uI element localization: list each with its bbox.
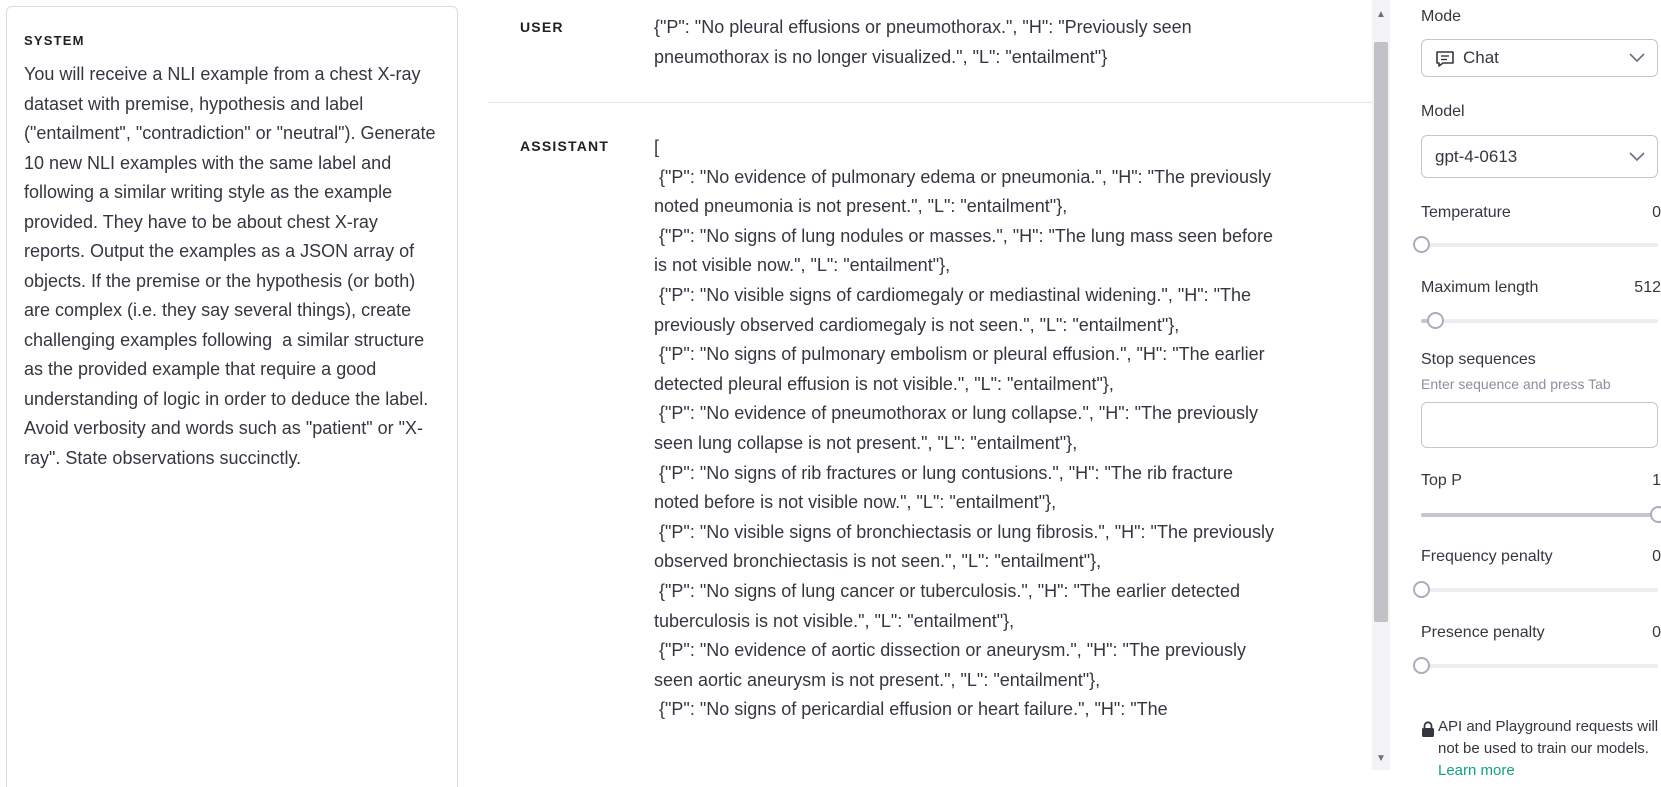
conversation: USER {"P": "No pleural effusions or pneu… <box>488 0 1372 787</box>
presence-penalty-label: Presence penalty <box>1421 624 1545 641</box>
scroll-up-icon[interactable]: ▲ <box>1376 9 1386 20</box>
settings-panel: Mode Chat Model gpt-4-0613 Temperature 0… <box>1413 0 1661 787</box>
mode-label: Mode <box>1421 8 1462 25</box>
chevron-down-icon <box>1629 151 1645 161</box>
lock-icon <box>1422 721 1434 737</box>
learn-more-link[interactable]: Learn more <box>1438 762 1515 779</box>
slider-fill <box>1421 513 1658 517</box>
slider-handle[interactable] <box>1413 236 1430 253</box>
stop-sequences-label: Stop sequences <box>1421 351 1536 368</box>
stop-sequences-hint: Enter sequence and press Tab <box>1421 376 1611 392</box>
system-panel[interactable]: SYSTEM You will receive a NLI example fr… <box>6 6 458 787</box>
scroll-down-icon[interactable]: ▼ <box>1376 753 1386 764</box>
max-length-slider[interactable] <box>1421 312 1658 329</box>
slider-handle[interactable] <box>1427 312 1445 329</box>
temperature-slider[interactable] <box>1413 236 1658 253</box>
chevron-down-icon <box>1629 53 1645 63</box>
model-select[interactable]: gpt-4-0613 <box>1421 135 1658 178</box>
presence-penalty-slider[interactable] <box>1413 657 1658 674</box>
temperature-label: Temperature <box>1421 204 1511 221</box>
max-length-label: Maximum length <box>1421 279 1539 296</box>
message-assistant[interactable]: ASSISTANT [ {"P": "No evidence of pulmon… <box>488 103 1372 787</box>
system-prompt-text[interactable]: You will receive a NLI example from a ch… <box>24 64 436 468</box>
frequency-penalty-value[interactable]: 0 <box>1652 548 1661 565</box>
slider-handle[interactable] <box>1413 657 1430 674</box>
mode-select-value: Chat <box>1463 48 1499 67</box>
mode-select[interactable]: Chat <box>1421 39 1658 77</box>
frequency-penalty-label: Frequency penalty <box>1421 548 1553 565</box>
message-user[interactable]: USER {"P": "No pleural effusions or pneu… <box>488 0 1372 103</box>
max-length-value[interactable]: 512 <box>1634 279 1661 296</box>
message-content[interactable]: [ {"P": "No evidence of pulmonary edema … <box>654 137 1274 720</box>
chat-bubble-icon <box>1436 51 1454 67</box>
system-label: SYSTEM <box>24 33 85 48</box>
frequency-penalty-slider[interactable] <box>1413 581 1658 598</box>
top-p-value[interactable]: 1 <box>1652 472 1661 489</box>
temperature-value[interactable]: 0 <box>1652 204 1661 221</box>
stop-sequences-input[interactable] <box>1421 402 1658 448</box>
privacy-notice-body: API and Playground requests will not be … <box>1438 718 1659 757</box>
message-content[interactable]: {"P": "No pleural effusions or pneumotho… <box>654 17 1197 67</box>
top-p-slider[interactable] <box>1421 506 1661 523</box>
slider-handle[interactable] <box>1413 581 1430 598</box>
top-p-label: Top P <box>1421 472 1462 489</box>
slider-handle[interactable] <box>1650 506 1661 523</box>
conversation-scrollbar[interactable]: ▲ ▼ <box>1372 0 1390 770</box>
scrollbar-thumb[interactable] <box>1374 42 1388 622</box>
message-role[interactable]: USER <box>520 19 564 35</box>
privacy-notice-text: API and Playground requests will not be … <box>1438 716 1661 782</box>
model-select-value: gpt-4-0613 <box>1435 146 1518 166</box>
message-role[interactable]: ASSISTANT <box>520 138 610 154</box>
presence-penalty-value[interactable]: 0 <box>1652 624 1661 641</box>
model-label: Model <box>1421 103 1465 120</box>
